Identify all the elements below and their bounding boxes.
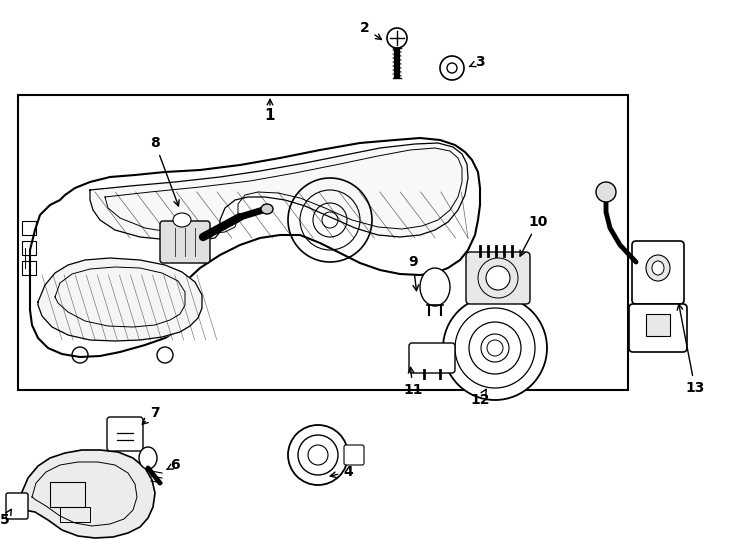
FancyBboxPatch shape [344, 445, 364, 465]
Text: 9: 9 [408, 255, 418, 291]
Bar [60, 507, 90, 522]
Circle shape [455, 308, 535, 388]
Bar [50, 482, 85, 507]
Ellipse shape [646, 255, 670, 281]
Polygon shape [30, 138, 480, 357]
Text: 2: 2 [360, 21, 382, 39]
Circle shape [487, 340, 503, 356]
Text: 11: 11 [403, 367, 423, 397]
Circle shape [387, 28, 407, 48]
Circle shape [486, 266, 510, 290]
Text: 6: 6 [167, 458, 180, 472]
Circle shape [308, 445, 328, 465]
Circle shape [447, 63, 457, 73]
Text: 5: 5 [0, 509, 11, 527]
Text: 12: 12 [470, 389, 490, 407]
Bar [22, 241, 36, 255]
FancyBboxPatch shape [107, 417, 143, 451]
FancyBboxPatch shape [160, 221, 210, 263]
Circle shape [443, 296, 547, 400]
Text: 3: 3 [470, 55, 485, 69]
Text: 4: 4 [330, 465, 353, 479]
Ellipse shape [173, 213, 191, 227]
Text: 1: 1 [265, 107, 275, 123]
Bar [22, 261, 36, 275]
Circle shape [596, 182, 616, 202]
Ellipse shape [420, 268, 450, 306]
FancyBboxPatch shape [6, 493, 28, 519]
Text: 7: 7 [142, 406, 160, 424]
FancyBboxPatch shape [409, 343, 455, 373]
FancyBboxPatch shape [632, 241, 684, 304]
Circle shape [298, 435, 338, 475]
Circle shape [481, 334, 509, 362]
Circle shape [440, 56, 464, 80]
Bar [646, 314, 670, 336]
Circle shape [288, 425, 348, 485]
Bar [22, 221, 36, 235]
FancyBboxPatch shape [466, 252, 530, 304]
Ellipse shape [652, 261, 664, 275]
Polygon shape [90, 143, 468, 240]
Circle shape [469, 322, 521, 374]
Text: 10: 10 [520, 215, 548, 256]
Text: 8: 8 [150, 136, 179, 206]
Polygon shape [38, 258, 202, 341]
Polygon shape [20, 450, 155, 538]
Ellipse shape [261, 204, 273, 214]
FancyBboxPatch shape [629, 304, 687, 352]
Bar [18, 95, 628, 390]
Ellipse shape [139, 447, 157, 469]
Text: 13: 13 [677, 304, 705, 395]
